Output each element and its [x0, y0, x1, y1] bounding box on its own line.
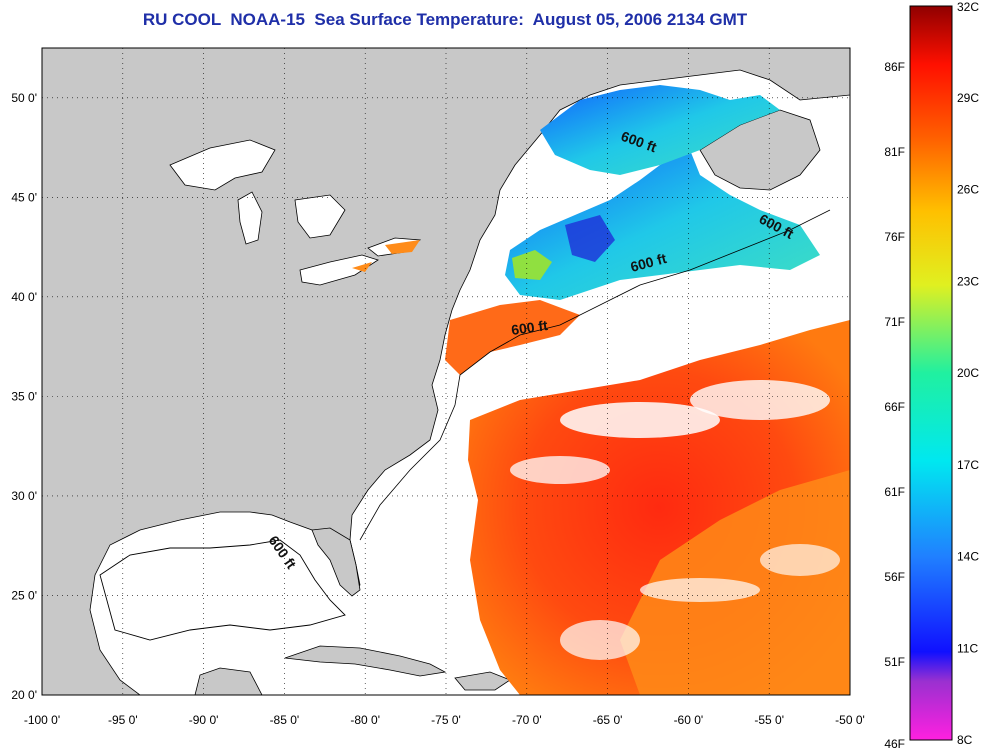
colorbar-celsius-label: 32C [957, 0, 979, 14]
colorbar-fahrenheit-label: 61F [884, 485, 905, 499]
colorbar-fahrenheit-label: 86F [884, 60, 905, 74]
colorbar-fahrenheit-label: 81F [884, 145, 905, 159]
longitude-tick-label: -60 0' [674, 713, 704, 727]
longitude-tick-label: -55 0' [754, 713, 784, 727]
sst-deep-blue [565, 215, 615, 262]
colorbar-celsius-label: 29C [957, 91, 979, 105]
colorbar-celsius-label: 11C [957, 641, 978, 655]
latitude-tick-label: 20 0' [11, 688, 37, 702]
latitude-tick-label: 35 0' [11, 389, 37, 403]
land-yucatan [194, 667, 263, 695]
longitude-tick-label: -75 0' [431, 713, 461, 727]
cloud-cover [510, 380, 840, 660]
colorbar-fahrenheit-label: 71F [884, 315, 905, 329]
latitude-tick-label: 40 0' [11, 290, 37, 304]
shelf-contour-gulf [99, 539, 346, 641]
colorbar-fahrenheit-label: 51F [884, 655, 905, 669]
colorbar-celsius-label: 20C [957, 366, 979, 380]
colorbar-celsius-labels: 32C 29C 26C 23C 20C 17C 14C 11C 8C [957, 0, 979, 747]
longitude-tick-label: -95 0' [108, 713, 138, 727]
land-florida [311, 527, 361, 597]
sst-green-patch [512, 250, 552, 280]
longitude-tick-label: -100 0' [24, 713, 60, 727]
map-plot-area [42, 48, 850, 695]
colorbar-celsius-label: 17C [957, 458, 979, 472]
colorbar-fahrenheit-label: 56F [884, 570, 905, 584]
longitude-tick-label: -80 0' [350, 713, 380, 727]
colorbar-celsius-label: 23C [957, 274, 979, 288]
longitude-tick-labels: -100 0' -95 0' -90 0' -85 0' -80 0' -75 0' -70… [24, 713, 865, 727]
land-cuba [284, 645, 447, 677]
colorbar-celsius-label: 26C [957, 183, 979, 197]
longitude-tick-label: -85 0' [270, 713, 300, 727]
shelf-contour-atlantic [359, 209, 831, 541]
map-title: RU COOL NOAA-15 Sea Surface Temperature:… [142, 10, 748, 29]
colorbar-gradient [909, 5, 953, 741]
contour-label-600ft: 600 ft [510, 317, 549, 338]
latitude-tick-label: 30 0' [11, 489, 37, 503]
latitude-tick-label: 45 0' [11, 190, 37, 204]
colorbar-fahrenheit-labels: 86F 81F 76F 71F 66F 61F 56F 51F 46F [884, 60, 905, 751]
latitude-tick-labels: 20 0' 25 0' 30 0' 35 0' 40 0' 45 0' 50 0' [11, 91, 37, 702]
latitude-tick-label: 50 0' [11, 91, 37, 105]
longitude-tick-label: -90 0' [189, 713, 219, 727]
latitude-tick-label: 25 0' [11, 588, 37, 602]
sst-st-lawrence [540, 85, 780, 175]
sst-shelf-warm [445, 300, 580, 375]
great-lakes [169, 139, 422, 286]
longitude-tick-label: -65 0' [593, 713, 623, 727]
colorbar-fahrenheit-label: 46F [884, 737, 905, 751]
land-hispaniola [454, 671, 511, 691]
map-frame [41, 47, 851, 696]
colorbar: 86F 81F 76F 71F 66F 61F 56F 51F 46F 32C 29C 26C 23C… [884, 0, 979, 751]
lake-erie-warm [352, 240, 420, 272]
sst-cool-region [505, 150, 820, 300]
colorbar-celsius-label: 8C [957, 733, 973, 747]
colorbar-fahrenheit-label: 66F [884, 400, 905, 414]
colorbar-celsius-label: 14C [957, 550, 979, 564]
longitude-tick-label: -50 0' [835, 713, 865, 727]
colorbar-fahrenheit-label: 76F [884, 230, 905, 244]
longitude-tick-label: -70 0' [512, 713, 542, 727]
